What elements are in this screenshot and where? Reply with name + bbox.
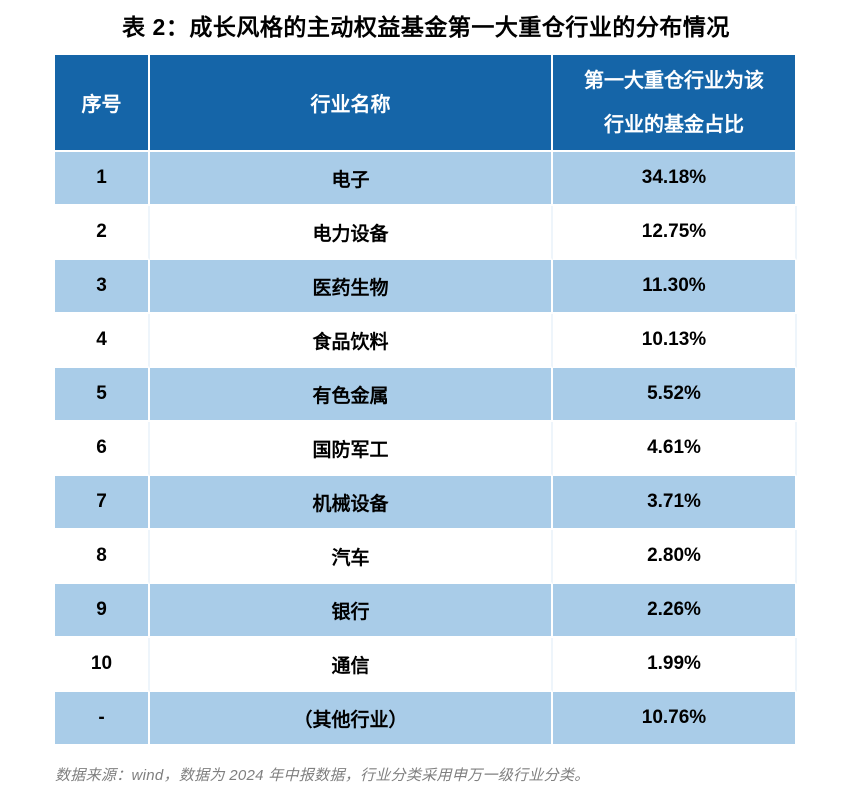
table-row: - （其他行业） 10.76%: [55, 692, 797, 746]
cell-industry: 通信: [150, 638, 553, 692]
header-cell-industry: 行业名称: [150, 55, 553, 152]
cell-share: 12.75%: [553, 206, 797, 260]
cell-share: 2.26%: [553, 584, 797, 638]
cell-share: 4.61%: [553, 422, 797, 476]
cell-industry: 银行: [150, 584, 553, 638]
table-row: 7 机械设备 3.71%: [55, 476, 797, 530]
table-row: 10 通信 1.99%: [55, 638, 797, 692]
cell-index: 7: [55, 476, 150, 530]
cell-industry: 电力设备: [150, 206, 553, 260]
cell-share: 3.71%: [553, 476, 797, 530]
table-row: 6 国防军工 4.61%: [55, 422, 797, 476]
cell-share: 2.80%: [553, 530, 797, 584]
industry-distribution-table: 序号 行业名称 第一大重仓行业为该 行业的基金占比 1 电子 34.18% 2 …: [55, 55, 797, 746]
cell-industry: 食品饮料: [150, 314, 553, 368]
table-row: 4 食品饮料 10.13%: [55, 314, 797, 368]
cell-industry: 医药生物: [150, 260, 553, 314]
cell-industry: 机械设备: [150, 476, 553, 530]
cell-index: 8: [55, 530, 150, 584]
data-source-footnote: 数据来源：wind，数据为 2024 年中报数据，行业分类采用申万一级行业分类。: [55, 767, 590, 784]
cell-industry: 电子: [150, 152, 553, 206]
cell-share: 5.52%: [553, 368, 797, 422]
cell-index: 2: [55, 206, 150, 260]
cell-index: 3: [55, 260, 150, 314]
cell-industry: 有色金属: [150, 368, 553, 422]
table-row: 8 汽车 2.80%: [55, 530, 797, 584]
cell-index: 9: [55, 584, 150, 638]
cell-share: 10.13%: [553, 314, 797, 368]
cell-industry: 国防军工: [150, 422, 553, 476]
table-row: 3 医药生物 11.30%: [55, 260, 797, 314]
cell-index: -: [55, 692, 150, 746]
cell-share: 1.99%: [553, 638, 797, 692]
cell-share: 34.18%: [553, 152, 797, 206]
header-cell-index: 序号: [55, 55, 150, 152]
table-row: 2 电力设备 12.75%: [55, 206, 797, 260]
table-row: 5 有色金属 5.52%: [55, 368, 797, 422]
page-title: 表 2：成长风格的主动权益基金第一大重仓行业的分布情况: [122, 14, 730, 40]
cell-index: 6: [55, 422, 150, 476]
cell-index: 4: [55, 314, 150, 368]
cell-share: 10.76%: [553, 692, 797, 746]
cell-index: 5: [55, 368, 150, 422]
cell-share: 11.30%: [553, 260, 797, 314]
table-row: 9 银行 2.26%: [55, 584, 797, 638]
cell-index: 10: [55, 638, 150, 692]
cell-industry: （其他行业）: [150, 692, 553, 746]
cell-index: 1: [55, 152, 150, 206]
table-row: 1 电子 34.18%: [55, 152, 797, 206]
cell-industry: 汽车: [150, 530, 553, 584]
table-header: 序号 行业名称 第一大重仓行业为该 行业的基金占比: [55, 55, 797, 152]
header-cell-share: 第一大重仓行业为该 行业的基金占比: [553, 55, 797, 152]
